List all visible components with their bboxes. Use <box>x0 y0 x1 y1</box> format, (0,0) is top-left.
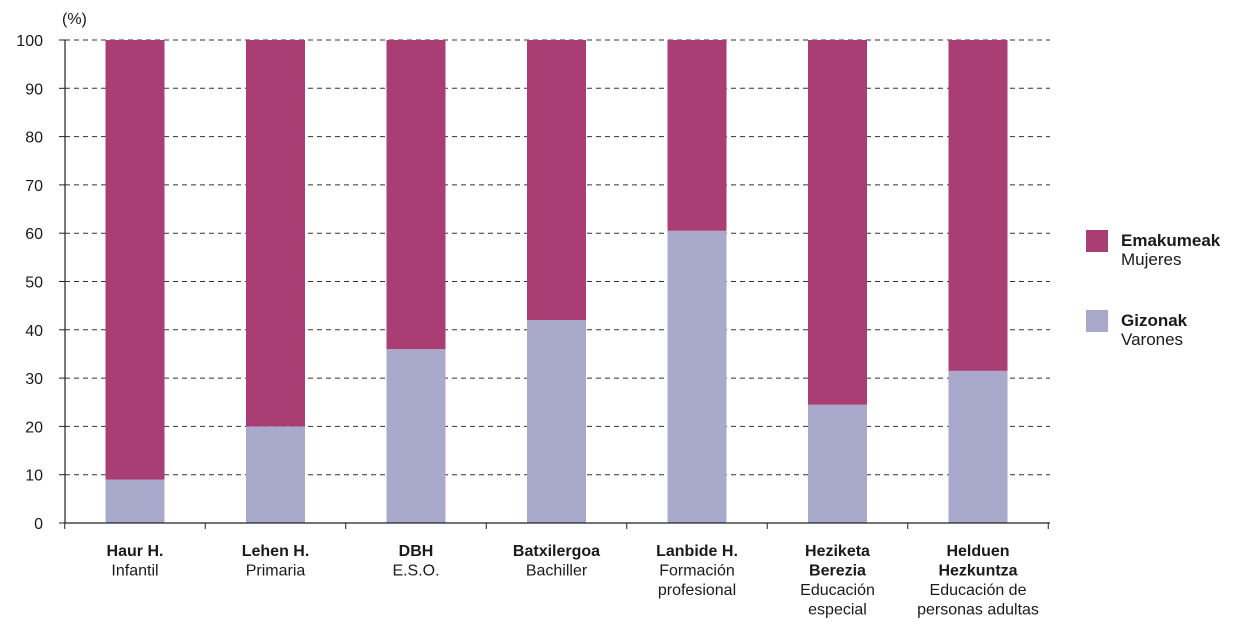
bar-emakumeak-2 <box>386 40 446 350</box>
y-tick-label: 10 <box>25 468 43 485</box>
x-label: Infantil <box>111 563 158 580</box>
y-tick-labels: 0 10 20 30 40 50 60 70 80 90 100 <box>16 33 43 533</box>
y-tick-label: 50 <box>25 275 43 292</box>
y-tick-label: 40 <box>25 323 43 340</box>
bar-emakumeak-5 <box>808 40 867 405</box>
y-tick-label: 100 <box>16 33 43 50</box>
legend-label-secondary: Mujeres <box>1121 250 1181 269</box>
gridlines <box>65 39 1050 476</box>
bar-emakumeak-0 <box>105 40 165 480</box>
axes <box>59 39 1050 529</box>
x-label: Bachiller <box>526 563 588 580</box>
bar-gizonak-0 <box>105 479 165 523</box>
x-label-bold: Berezia <box>809 563 866 580</box>
legend-label-secondary: Varones <box>1121 330 1183 349</box>
bar-emakumeak-4 <box>667 40 727 231</box>
bar-emakumeak-6 <box>948 40 1008 371</box>
bar-emakumeak-1 <box>246 40 305 427</box>
x-label-bold: Hezkuntza <box>938 563 1017 580</box>
x-label-bold: Lehen H. <box>242 543 310 560</box>
bar-gizonak-5 <box>808 404 867 523</box>
y-tick-label: 70 <box>25 178 43 195</box>
bar-gizonak-1 <box>246 426 305 523</box>
bars <box>105 40 1008 523</box>
bar-emakumeak-3 <box>527 40 586 321</box>
x-label-bold: Batxilergoa <box>513 543 600 560</box>
x-label: profesional <box>658 582 736 599</box>
y-tick-label: 0 <box>34 516 43 533</box>
x-label-bold: Haur H. <box>107 543 164 560</box>
y-tick-label: 80 <box>25 130 43 147</box>
x-label-bold: DBH <box>399 543 434 560</box>
y-tick-label: 30 <box>25 371 43 388</box>
y-tick-label: 20 <box>25 419 43 436</box>
legend-swatch-gizonak <box>1086 310 1108 332</box>
bar-gizonak-2 <box>386 349 446 523</box>
bar-gizonak-4 <box>667 230 727 523</box>
x-label-bold: Heziketa <box>805 543 870 560</box>
legend-swatch-emakumeak <box>1086 230 1108 252</box>
x-label: Educación <box>800 582 875 599</box>
x-label: Primaria <box>246 563 306 580</box>
x-category-labels: Haur H. Infantil Lehen H. Primaria DBH E.S.O.… <box>107 543 1039 619</box>
x-label: Educación de <box>930 582 1027 599</box>
bar-gizonak-3 <box>527 320 586 523</box>
x-label: personas adultas <box>917 602 1039 619</box>
y-tick-label: 90 <box>25 81 43 98</box>
x-label: E.S.O. <box>392 563 439 580</box>
y-axis-unit-label: (%) <box>62 11 87 28</box>
bar-gizonak-6 <box>948 370 1008 523</box>
legend-label: Gizonak <box>1121 311 1188 330</box>
y-tick-label: 60 <box>25 226 43 243</box>
x-label: especial <box>808 602 867 619</box>
x-label: Formación <box>659 563 735 580</box>
legend-label: Emakumeak <box>1121 231 1221 250</box>
x-label-bold: Lanbide H. <box>656 543 738 560</box>
x-label-bold: Helduen <box>946 543 1009 560</box>
